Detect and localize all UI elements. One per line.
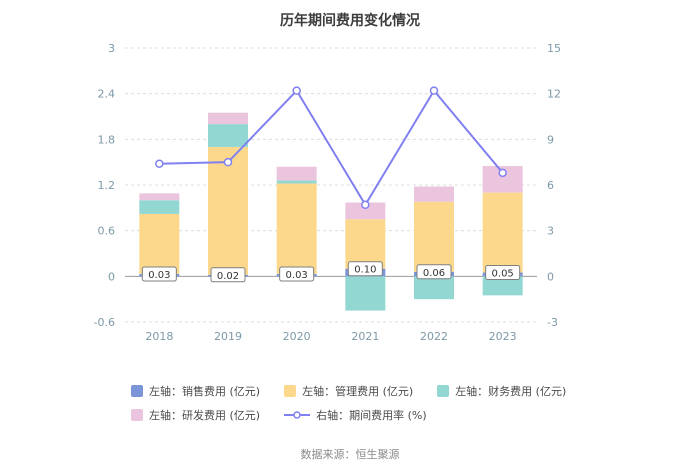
- legend-label-management-expense: 左轴：管理费用 (亿元): [302, 385, 414, 398]
- value-label: 0.02: [217, 271, 239, 282]
- x-axis-category-label: 2020: [283, 330, 311, 343]
- sales-expense-swatch-icon: [131, 385, 143, 397]
- bar-segment[interactable]: [414, 186, 454, 202]
- legend-label-rnd-expense: 左轴：研发费用 (亿元): [149, 409, 261, 422]
- bar-segment[interactable]: [276, 183, 317, 275]
- value-label-box: [141, 266, 177, 282]
- legend-item-rnd-expense[interactable]: 左轴：研发费用 (亿元): [131, 407, 260, 423]
- line-point[interactable]: [223, 157, 233, 167]
- data-source-caption: 数据来源：恒生聚源: [300, 448, 400, 461]
- left-axis-tick-label: -0.6: [94, 316, 115, 329]
- x-axis-category-label: 2021: [351, 330, 379, 343]
- left-axis-tick-label: 1.2: [98, 179, 116, 192]
- right-axis-tick-label: -3: [547, 316, 558, 329]
- bar-segment[interactable]: [482, 192, 523, 273]
- right-axis-tick-label: 15: [547, 42, 561, 55]
- right-axis-tick-label: 9: [547, 133, 554, 146]
- x-axis-category-label: 2022: [420, 330, 448, 343]
- expense-combo-chart: 3 2.4 1.8 1.2 0.6 0 -0.6 15 12 9 6 3 0 -3 2018 2019 2020…: [94, 42, 561, 343]
- value-label: 0.05: [492, 269, 514, 280]
- bar-segment[interactable]: [345, 219, 386, 269]
- line-point[interactable]: [361, 200, 370, 210]
- bar-segment[interactable]: [414, 276, 454, 300]
- line-point[interactable]: [429, 86, 439, 95]
- value-label-box: [347, 261, 383, 277]
- x-axis-category-label: 2023: [489, 330, 517, 343]
- value-label: 0.03: [286, 270, 308, 281]
- right-axis-tick-label: 0: [547, 270, 554, 283]
- left-axis-tick-label: 0: [108, 270, 115, 283]
- legend-row-2: 左轴：研发费用 (亿元) 右轴：期间费用率 (%): [131, 407, 569, 423]
- bar-segment[interactable]: [482, 276, 523, 296]
- bar-segment[interactable]: [139, 200, 180, 214]
- right-axis-tick-label: 6: [547, 179, 554, 192]
- legend-label-expense-rate: 右轴：期间费用率 (%): [316, 409, 427, 422]
- expense-rate-line-icon: [284, 410, 311, 420]
- bar-segment[interactable]: [208, 112, 248, 125]
- value-label-box: [210, 267, 246, 283]
- right-axis-tick-label: 3: [547, 225, 554, 238]
- legend-item-management-expense[interactable]: 左轴：管理费用 (亿元): [284, 383, 413, 399]
- rnd-expense-swatch-icon: [131, 409, 143, 421]
- bar-segment[interactable]: [345, 202, 386, 220]
- x-axis-category-label: 2019: [214, 330, 242, 343]
- value-label-box: [416, 264, 452, 280]
- legend-item-expense-rate[interactable]: 右轴：期间费用率 (%): [284, 407, 427, 423]
- line-point[interactable]: [155, 159, 164, 168]
- left-axis-tick-label: 0.6: [98, 225, 116, 238]
- bar-segment[interactable]: [345, 276, 386, 311]
- left-axis-tick-label: 1.8: [98, 133, 116, 146]
- left-axis-tick-label: 2.4: [98, 88, 116, 101]
- bar-segment[interactable]: [414, 201, 454, 272]
- bar-segment[interactable]: [276, 166, 317, 181]
- chart-title: 历年期间费用变化情况: [280, 13, 420, 29]
- management-expense-swatch-icon: [284, 385, 297, 397]
- legend: 左轴：销售费用 (亿元) 左轴：管理费用 (亿元) 左轴：财务费用 (亿元) 左…: [131, 383, 569, 423]
- legend-item-financial-expense[interactable]: 左轴：财务费用 (亿元): [437, 383, 566, 399]
- financial-expense-swatch-icon: [437, 385, 450, 397]
- bar-segment[interactable]: [276, 180, 317, 184]
- bar-segment[interactable]: [139, 193, 180, 201]
- line-point[interactable]: [292, 86, 301, 95]
- legend-label-financial-expense: 左轴：财务费用 (亿元): [455, 385, 567, 398]
- right-axis-tick-label: 12: [547, 88, 561, 101]
- expense-rate-line: [159, 88, 504, 207]
- legend-item-sales-expense[interactable]: 左轴：销售费用 (亿元): [131, 383, 260, 399]
- value-label: 0.03: [148, 270, 170, 281]
- x-axis-category-label: 2018: [145, 330, 173, 343]
- bar-segment[interactable]: [208, 124, 248, 147]
- value-label-box: [279, 266, 315, 282]
- value-label: 0.10: [354, 265, 376, 276]
- value-label-box: [485, 265, 521, 281]
- bar-segment[interactable]: [208, 146, 248, 275]
- left-axis-tick-label: 3: [108, 42, 115, 55]
- legend-row-1: 左轴：销售费用 (亿元) 左轴：管理费用 (亿元) 左轴：财务费用 (亿元): [131, 383, 569, 399]
- legend-label-sales-expense: 左轴：销售费用 (亿元): [149, 385, 261, 398]
- value-label: 0.06: [423, 268, 445, 279]
- line-point[interactable]: [498, 168, 507, 178]
- bar-segment[interactable]: [139, 213, 180, 275]
